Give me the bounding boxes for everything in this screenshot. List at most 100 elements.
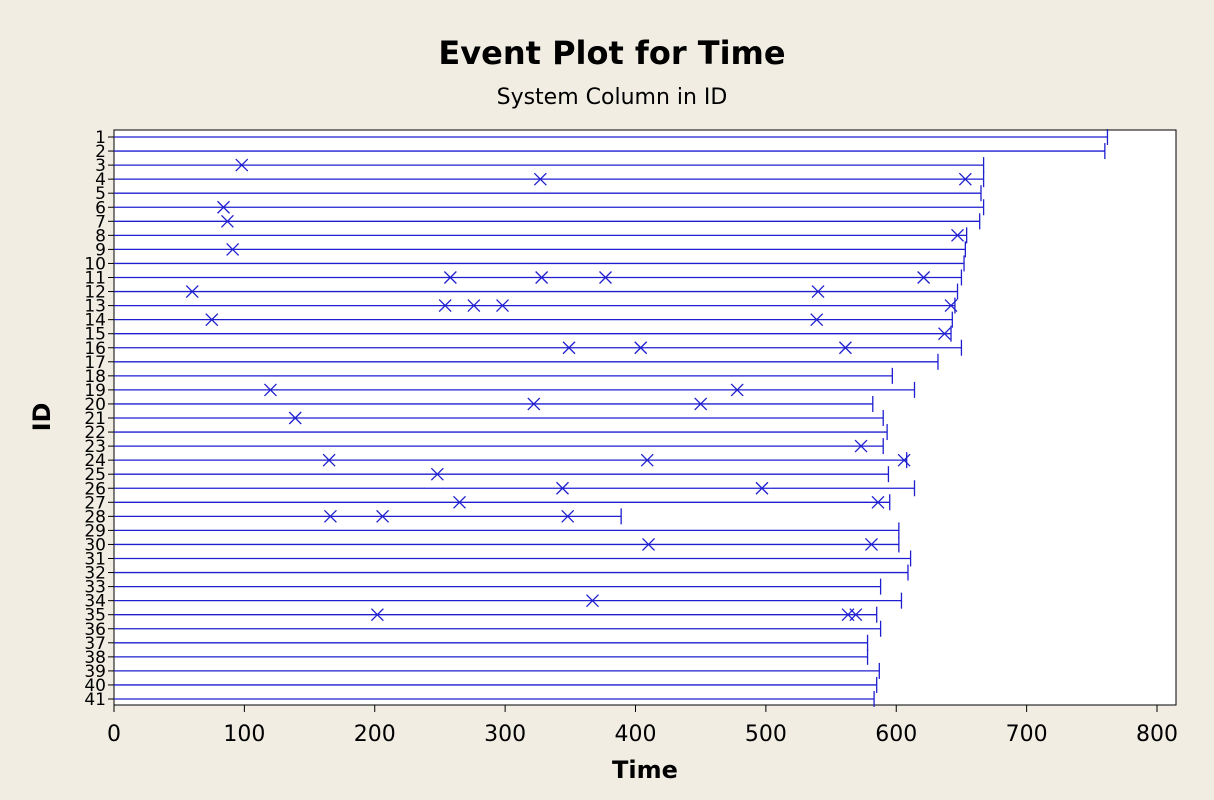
event-row-7 <box>114 213 981 230</box>
event-row-26 <box>114 480 916 497</box>
event-marker <box>556 481 569 495</box>
y-tick-label: 31 <box>84 550 106 570</box>
y-tick-label: 21 <box>84 409 106 429</box>
event-marker <box>376 509 390 523</box>
event-row-11 <box>114 269 963 286</box>
y-tick-label: 5 <box>95 184 106 204</box>
event-marker <box>235 158 249 172</box>
y-tick-label: 19 <box>84 381 106 401</box>
event-row-32 <box>114 564 909 581</box>
x-tick-label: 0 <box>107 722 121 747</box>
event-row-6 <box>114 199 985 216</box>
x-tick-label: 600 <box>875 722 917 747</box>
y-tick-label: 7 <box>95 212 106 232</box>
event-marker <box>226 242 240 256</box>
y-axis-label: ID <box>28 403 56 432</box>
y-tick-label: 22 <box>84 423 106 443</box>
event-marker <box>642 537 655 551</box>
event-marker <box>938 327 951 341</box>
x-axis: 0 100 200 300 400 500 600 700 800 <box>107 705 1178 747</box>
event-row-30 <box>114 536 900 553</box>
x-tick-label: 200 <box>354 722 396 747</box>
event-row-31 <box>114 550 912 567</box>
event-marker <box>453 495 466 509</box>
event-row-21 <box>114 410 884 426</box>
event-marker <box>467 299 481 313</box>
event-marker <box>430 467 444 481</box>
event-marker <box>951 228 964 242</box>
event-marker <box>370 608 384 622</box>
y-tick-label: 3 <box>95 156 106 176</box>
y-tick-label: 28 <box>84 507 106 527</box>
x-tick-label: 500 <box>745 722 787 747</box>
y-tick-label: 38 <box>84 648 106 668</box>
event-row-1 <box>114 129 1109 145</box>
y-tick-label: 33 <box>84 578 106 598</box>
event-marker <box>730 383 744 397</box>
event-marker <box>535 271 549 284</box>
event-row-38 <box>114 648 869 665</box>
y-tick-label: 12 <box>84 283 106 303</box>
event-row-10 <box>114 255 965 272</box>
y-tick-label: 6 <box>95 198 106 218</box>
event-row-36 <box>114 620 882 637</box>
event-marker <box>640 453 654 467</box>
x-tick-label: 400 <box>615 722 657 747</box>
event-row-12 <box>114 283 959 300</box>
y-tick-label: 34 <box>84 592 106 612</box>
y-tick-label: 10 <box>84 254 106 274</box>
y-tick-label: 36 <box>84 620 106 640</box>
event-marker <box>694 397 708 411</box>
event-row-33 <box>114 578 882 595</box>
event-row-28 <box>114 508 622 525</box>
x-tick-label: 100 <box>223 722 265 747</box>
event-row-25 <box>114 466 890 483</box>
event-rows <box>114 129 1109 707</box>
event-row-14 <box>114 311 953 328</box>
y-tick-label: 16 <box>84 339 106 359</box>
event-marker <box>849 608 863 622</box>
event-marker <box>599 271 612 284</box>
event-row-18 <box>114 367 893 384</box>
event-marker <box>288 411 302 425</box>
event-row-4 <box>114 171 985 188</box>
y-tick-label: 2 <box>95 142 106 162</box>
event-marker <box>443 271 457 284</box>
y-tick-label: 8 <box>95 226 106 246</box>
x-tick-label: 800 <box>1136 722 1178 747</box>
event-row-39 <box>114 662 880 679</box>
y-tick-label: 35 <box>84 606 106 626</box>
event-row-37 <box>114 634 869 651</box>
event-row-13 <box>114 297 958 314</box>
event-marker <box>897 453 911 467</box>
event-marker <box>263 383 277 397</box>
y-tick-label: 32 <box>84 564 106 584</box>
event-marker <box>917 271 931 284</box>
x-tick-label: 700 <box>1006 722 1048 747</box>
event-marker <box>533 172 547 186</box>
event-marker <box>838 341 852 355</box>
event-row-40 <box>114 676 878 693</box>
event-row-5 <box>114 185 982 202</box>
event-row-29 <box>114 522 900 539</box>
event-row-19 <box>114 381 916 398</box>
x-axis-label: Time <box>612 756 678 784</box>
event-row-16 <box>114 339 963 356</box>
y-tick-label: 17 <box>84 353 106 373</box>
event-row-20 <box>114 395 874 412</box>
y-tick-label: 1 <box>95 128 106 148</box>
event-marker <box>323 509 337 523</box>
y-tick-label: 26 <box>84 479 106 499</box>
event-marker <box>586 594 599 608</box>
x-tick-label: 300 <box>484 722 526 747</box>
chart-subtitle: System Column in ID <box>497 85 728 110</box>
y-tick-label: 41 <box>84 690 106 710</box>
event-row-2 <box>114 143 1106 160</box>
event-row-17 <box>114 353 939 370</box>
event-marker <box>944 299 958 313</box>
event-marker <box>496 299 509 313</box>
y-tick-label: 4 <box>95 170 106 190</box>
event-row-3 <box>114 157 985 174</box>
event-row-15 <box>114 325 952 342</box>
